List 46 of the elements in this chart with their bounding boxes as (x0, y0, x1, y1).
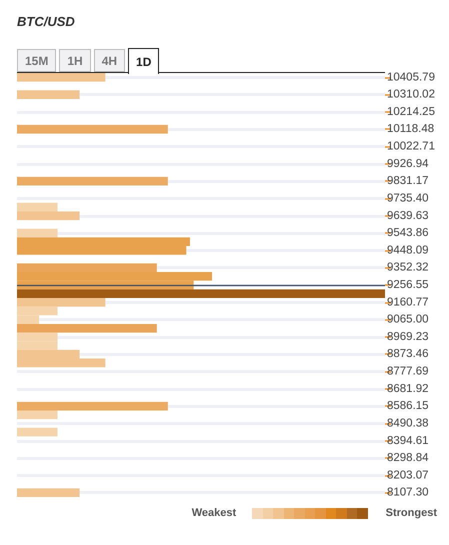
bar (17, 289, 385, 298)
y-tick-label: 8873.46 (387, 348, 429, 360)
y-tick-label: 9926.94 (387, 158, 430, 170)
text: 15M (17, 49, 56, 72)
bar (17, 90, 80, 99)
y-tick-label: 10310.02 (387, 88, 435, 101)
text: 1D (128, 48, 160, 74)
y-tick-label: 8203.07 (387, 469, 429, 482)
y-tick-label: 9065.00 (387, 314, 429, 326)
y-tick-label: 9735.40 (387, 192, 429, 204)
y-tick-label: 9543.86 (387, 227, 429, 240)
y-tick-label: 9160.77 (387, 296, 429, 308)
bar (17, 402, 168, 410)
bar (17, 298, 106, 307)
bar (17, 428, 58, 436)
chart-title: BTC/USD (17, 14, 76, 29)
y-tick-label: 8107.30 (387, 486, 429, 499)
bar (17, 488, 80, 498)
bar (17, 202, 58, 212)
y-tick-label: 10118.48 (387, 123, 434, 136)
y-tick-label: 10214.25 (387, 106, 435, 118)
y-tick-label: 8969.23 (387, 330, 429, 343)
bar (17, 410, 58, 420)
y-tick-label: 10405.79 (387, 71, 435, 84)
text: Weakest (192, 507, 236, 519)
bar (17, 324, 157, 333)
bar (17, 124, 168, 134)
y-tick-label: 8298.84 (387, 452, 430, 464)
bar (17, 176, 168, 186)
text: Strongest (386, 507, 437, 519)
y-tick-label: 8490.38 (387, 417, 429, 430)
bar (17, 228, 58, 238)
y-tick-label: 10022.71 (387, 140, 435, 153)
y-tick-label: 9352.32 (387, 262, 429, 274)
bar (17, 72, 106, 82)
text: 4H (94, 49, 126, 72)
y-tick-label: 9639.63 (387, 210, 429, 222)
y-tick-label: 8394.61 (387, 434, 429, 447)
y-tick-label: 9831.17 (387, 175, 429, 188)
y-tick-label: 8681.92 (387, 382, 429, 395)
y-tick-label: 8777.69 (387, 366, 429, 378)
y-tick-label: 9256.55 (387, 279, 429, 291)
y-tick-label: 9448.09 (387, 244, 429, 256)
y-tick-label: 8586.15 (387, 400, 429, 412)
bar (17, 211, 80, 220)
text: 1H (59, 49, 91, 72)
